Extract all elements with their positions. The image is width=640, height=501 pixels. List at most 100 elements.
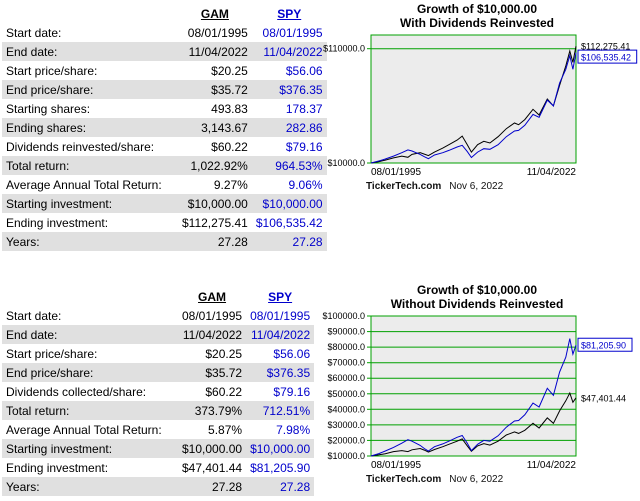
value-gam: 3,143.67	[201, 120, 248, 135]
row-label: Ending investment:	[6, 215, 109, 230]
x-axis-start-label: 08/01/1995	[371, 460, 421, 471]
chart-footer: TickerTech.com Nov 6, 2022	[366, 474, 638, 486]
value-spy: 282.86	[285, 120, 323, 135]
table-header-row: GAM SPY	[2, 287, 314, 306]
row-label: Start date:	[6, 25, 62, 40]
row-label: End date:	[6, 327, 58, 342]
x-axis-end-label: 11/04/2022	[527, 167, 577, 178]
y-tick-label: $40000.0	[327, 404, 365, 414]
value-spy: 178.37	[285, 101, 323, 116]
table-row: Dividends reinvested/share: $60.22 $79.16	[2, 137, 327, 156]
chart-title-line1: Growth of $10,000.00	[416, 2, 538, 16]
value-gam: $10,000.00	[182, 441, 243, 456]
row-label: Start date:	[6, 308, 62, 323]
end-value-label-spy: $106,535.42	[581, 53, 631, 63]
value-spy: 27.28	[292, 234, 323, 249]
value-spy: $376.35	[279, 82, 323, 97]
chart-title-line2: With Dividends Reinvested	[400, 16, 554, 30]
chart-title: Growth of $10,000.00 Without Dividends R…	[316, 283, 638, 311]
value-gam: 5.87%	[208, 422, 243, 437]
value-gam: 9.27%	[213, 177, 248, 192]
value-gam: $35.72	[211, 82, 248, 97]
y-tick-label: $30000.0	[327, 420, 365, 430]
row-label: Starting investment:	[6, 441, 113, 456]
table-row: End date: 11/04/2022 11/04/2022	[2, 325, 315, 344]
table-row: Starting investment: $10,000.00 $10,000.00	[2, 194, 327, 213]
table-row: Ending investment: $47,401.44 $81,205.90	[2, 458, 314, 477]
chart-with-dividends: Growth of $10,000.00 With Dividends Rein…	[316, 2, 638, 193]
value-spy: 27.28	[280, 479, 311, 494]
chart-date: Nov 6, 2022	[449, 181, 504, 192]
chart-title: Growth of $10,000.00 With Dividends Rein…	[316, 2, 638, 30]
plot-border	[370, 34, 577, 164]
value-gam: $20.25	[205, 346, 243, 361]
column-header-spy[interactable]: SPY	[268, 289, 293, 304]
table-row: Dividends collected/share: $60.22 $79.16	[2, 382, 314, 401]
value-spy: $79.16	[273, 384, 311, 399]
table-row: Start price/share: $20.25 $56.06	[2, 61, 327, 80]
value-gam: 27.28	[212, 479, 243, 494]
end-value-label-gam: $47,401.44	[581, 393, 626, 403]
x-axis-start-label: 08/01/1995	[371, 167, 421, 178]
table-row: Start date: 08/01/1995 08/01/1995	[2, 306, 314, 325]
table-row: Total return: 373.79% 712.51%	[2, 401, 315, 420]
row-label: Average Annual Total Return:	[6, 422, 162, 437]
value-gam: 373.79%	[194, 403, 243, 418]
plot-area	[371, 35, 576, 163]
row-label: Years:	[6, 479, 40, 494]
row-label: End date:	[6, 44, 58, 59]
y-tick-label: $90000.0	[327, 327, 365, 337]
column-header-gam[interactable]: GAM	[200, 6, 229, 21]
y-tick-label: $60000.0	[327, 373, 365, 383]
chart-canvas-holder: $110000.0 $10000.0 $112,275.41 $106,535.42 0…	[316, 30, 638, 180]
table-row: End price/share: $35.72 $376.35	[2, 80, 327, 99]
value-gam: $47,401.44	[182, 460, 243, 475]
column-header-gam[interactable]: GAM	[198, 289, 227, 304]
table-row: Start date: 08/01/1995 08/01/1995	[2, 23, 327, 42]
row-label: Start price/share:	[6, 63, 98, 78]
chart-canvas-holder: $100000.0 $90000.0 $80000.0 $70000.0 $60000.…	[316, 311, 638, 473]
value-gam: $60.22	[205, 384, 243, 399]
value-gam: 11/04/2022	[182, 327, 243, 342]
value-spy: 08/01/1995	[250, 308, 311, 323]
value-gam: $112,275.41	[182, 215, 248, 230]
value-spy: $81,205.90	[250, 460, 311, 475]
row-label: Ending shares:	[6, 120, 87, 135]
end-value-box-spy	[577, 49, 638, 64]
table-row: Total return: 1,022.92% 964.53%	[2, 156, 327, 175]
table-row: Start price/share: $20.25 $56.06	[2, 344, 314, 363]
stats-table-with-dividends: GAM SPY Start date: 08/01/1995 08/01/1995 E…	[2, 4, 327, 251]
series-line-gam	[370, 391, 577, 457]
plot-border	[370, 315, 577, 457]
chart-footer: TickerTech.com Nov 6, 2022	[366, 181, 638, 193]
y-tick-label: $10000.0	[327, 451, 365, 461]
plot-area	[371, 316, 576, 456]
table-row: End price/share: $35.72 $376.35	[2, 363, 315, 382]
value-gam: $20.25	[211, 63, 248, 78]
series-line-spy	[370, 338, 577, 457]
chart-canvas: $100000.0 $90000.0 $80000.0 $70000.0 $60000.…	[322, 311, 633, 471]
header-spacer	[2, 287, 178, 306]
value-spy: 9.06%	[288, 177, 323, 192]
table-row: Average Annual Total Return: 5.87% 7.98%	[2, 420, 314, 439]
value-gam: $10,000.00	[187, 196, 248, 211]
value-spy: $10,000.00	[250, 441, 311, 456]
value-spy: 7.98%	[276, 422, 311, 437]
value-spy: $10,000.00	[262, 196, 323, 211]
row-label: Total return:	[6, 158, 70, 173]
value-spy: 964.53%	[275, 158, 323, 173]
column-header-spy[interactable]: SPY	[277, 6, 302, 21]
chart-title-line2: Without Dividends Reinvested	[390, 297, 564, 311]
series-line-spy	[370, 52, 577, 164]
value-spy: $56.06	[273, 346, 311, 361]
table-row: Starting investment: $10,000.00 $10,000.00	[2, 439, 315, 458]
value-gam: 08/01/1995	[182, 308, 243, 323]
row-label: End price/share:	[6, 365, 94, 380]
x-axis-end-label: 11/04/2022	[527, 460, 577, 471]
chart-date: Nov 6, 2022	[449, 474, 504, 485]
row-label: Start price/share:	[6, 346, 98, 361]
row-label: Average Annual Total Return:	[6, 177, 162, 192]
table-row: Ending investment: $112,275.41 $106,535.42	[2, 213, 327, 232]
row-label: End price/share:	[6, 82, 94, 97]
